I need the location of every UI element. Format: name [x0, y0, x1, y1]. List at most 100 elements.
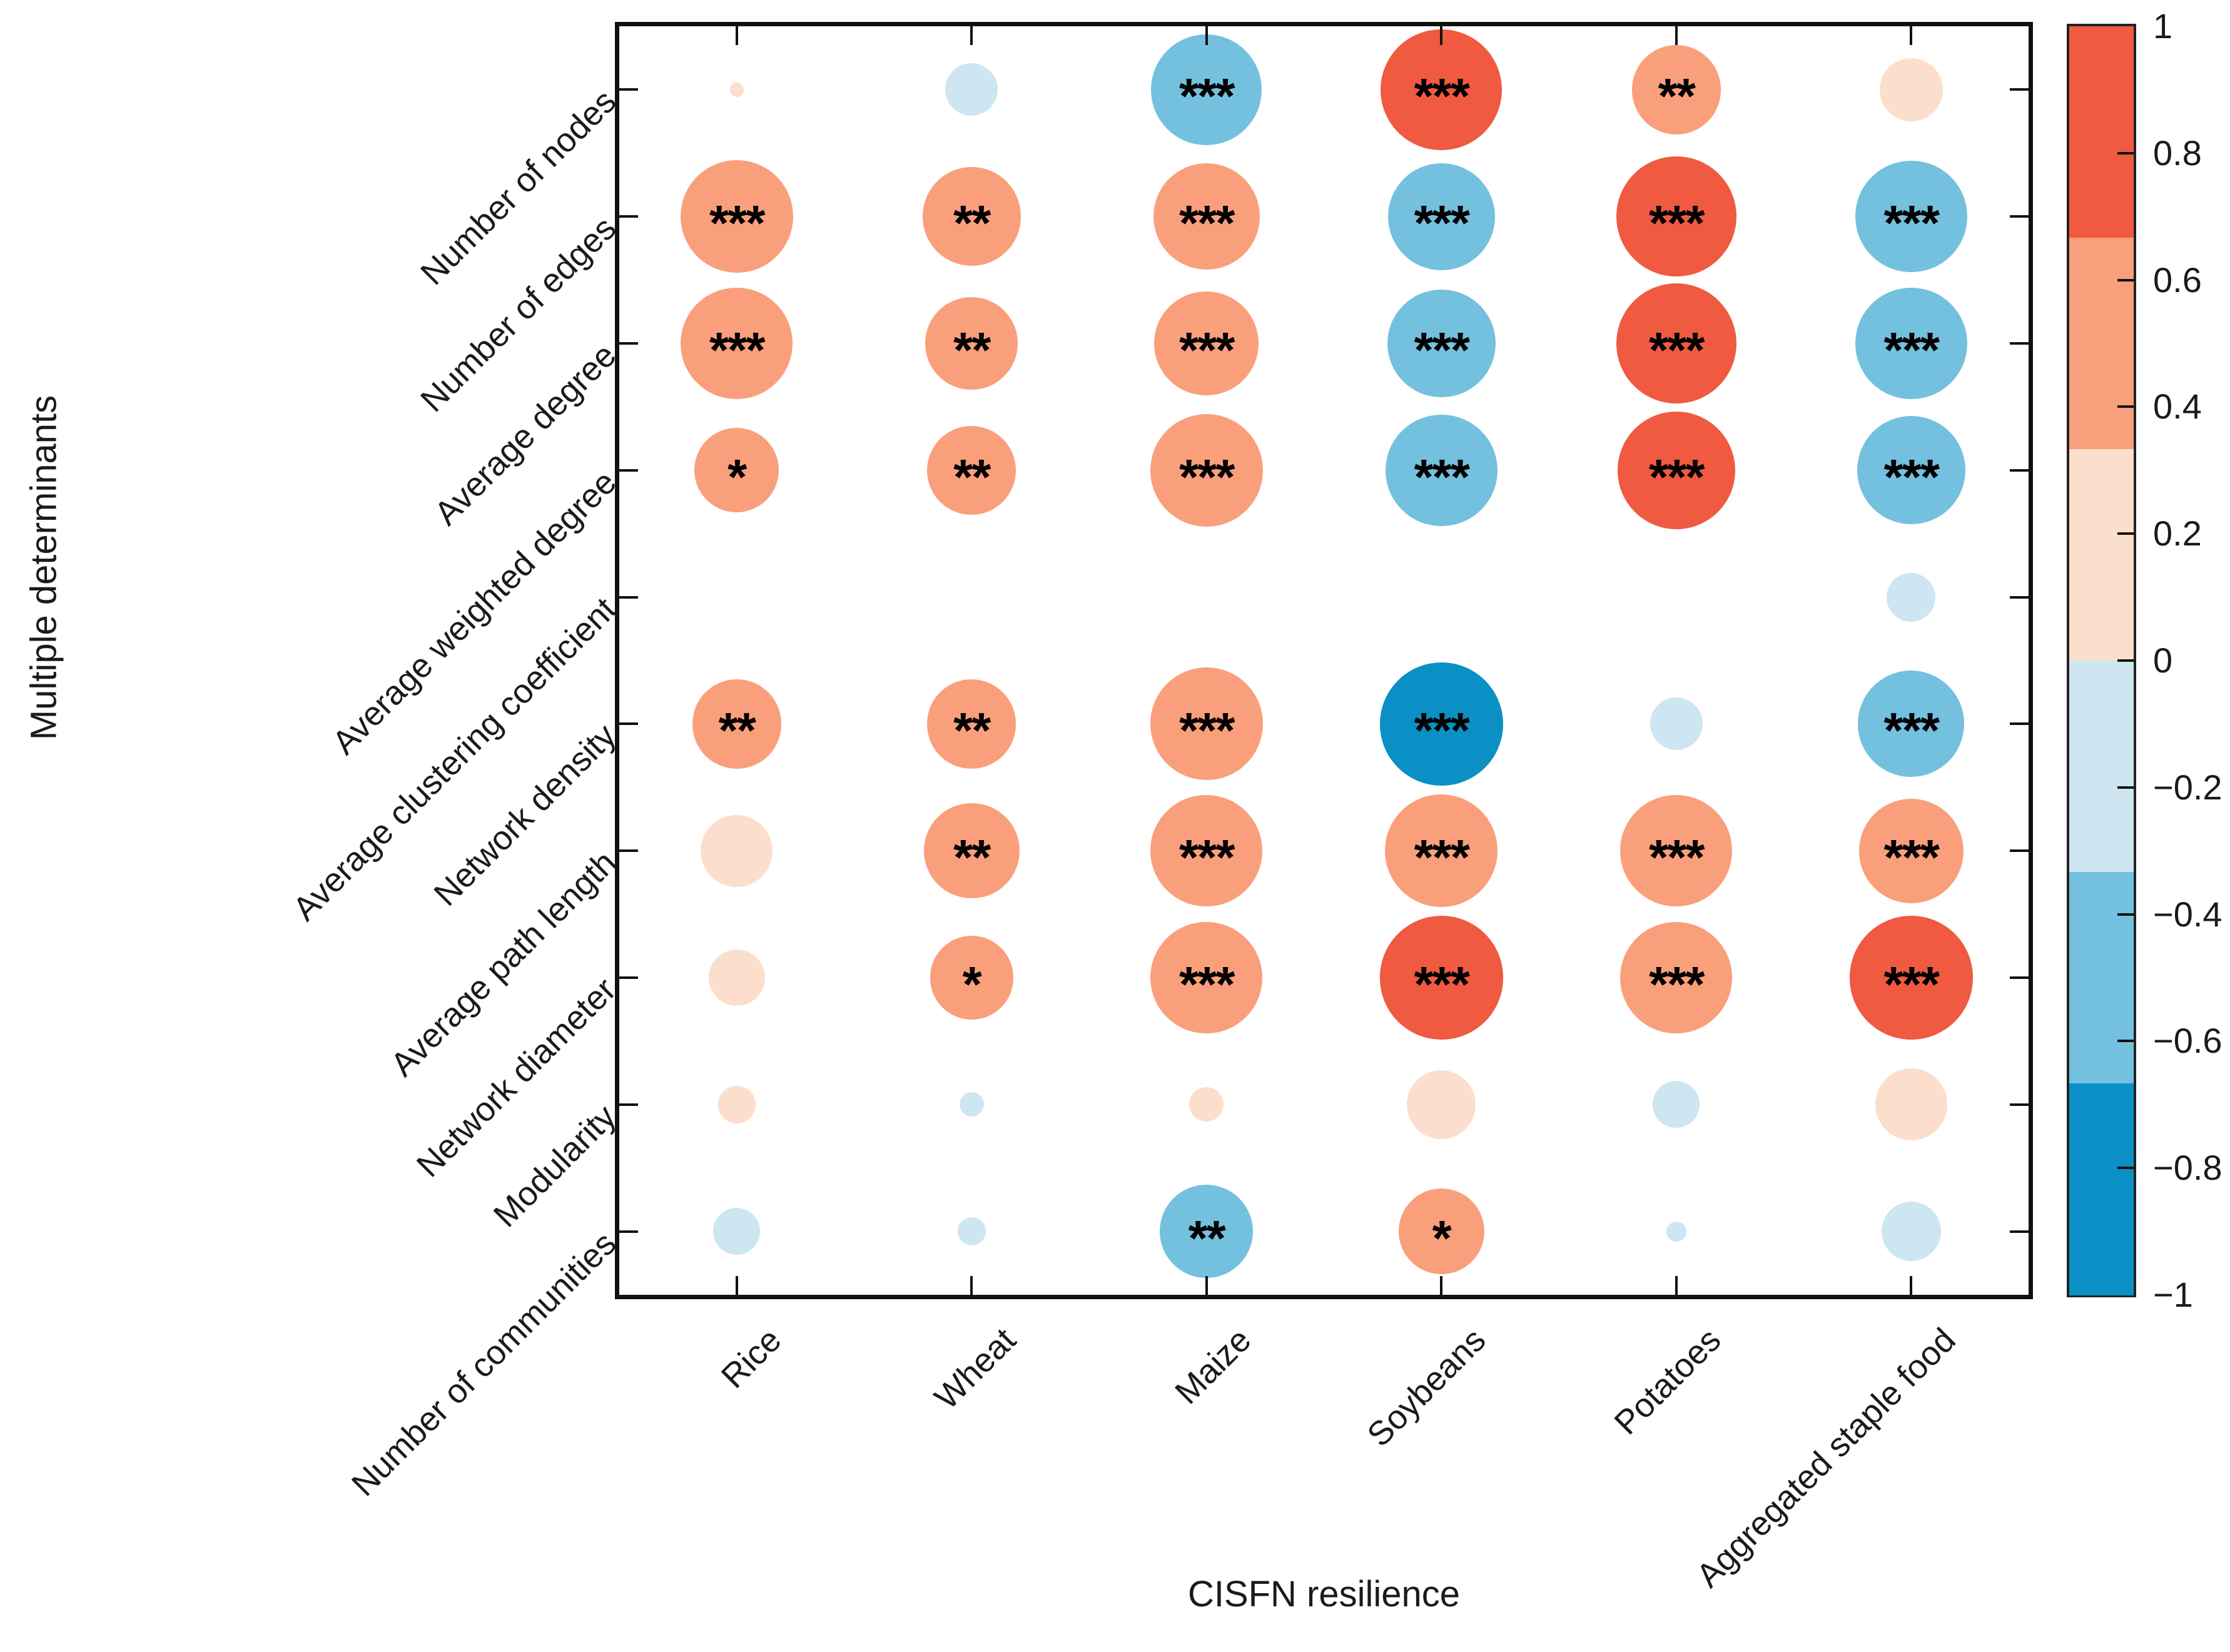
- bubble-3-3: [1154, 291, 1259, 396]
- x-tick-bottom: [1205, 1276, 1208, 1295]
- x-tick-bottom: [1440, 1276, 1443, 1295]
- bubble-3-2: [925, 297, 1018, 390]
- x-axis-title: CISFN resilience: [1187, 1574, 1461, 1614]
- y-tick-left: [619, 722, 638, 726]
- y-tick-left: [619, 595, 638, 599]
- significance-stars-4-4: ***: [1414, 448, 1470, 505]
- significance-stars-2-3: ***: [1179, 195, 1235, 251]
- y-tick-left: [619, 1103, 638, 1106]
- significance-stars-10-4: *: [1432, 1210, 1452, 1266]
- colorbar-tick: [2117, 659, 2134, 662]
- colorbar-band-6: [2069, 1083, 2134, 1295]
- bubble-7-1: [701, 814, 773, 887]
- x-tick-bottom: [735, 1276, 738, 1295]
- bubble-4-6: [1857, 416, 1965, 525]
- significance-stars-1-3: ***: [1179, 68, 1235, 124]
- significance-stars-1-5: **: [1658, 68, 1696, 124]
- significance-stars-6-4: ***: [1414, 702, 1470, 759]
- y-category-10: Number of communities: [344, 1224, 624, 1504]
- y-tick-left: [619, 849, 638, 853]
- y-tick-right: [2010, 976, 2029, 979]
- bubble-6-4: [1379, 662, 1503, 786]
- significance-stars-7-4: ***: [1414, 829, 1470, 886]
- colorbar-tick-label: 0: [2153, 641, 2173, 680]
- significance-stars-2-5: ***: [1649, 195, 1705, 251]
- significance-stars-2-2: **: [953, 195, 991, 251]
- colorbar-tick-label: −1: [2153, 1275, 2193, 1314]
- bubble-9-4: [1407, 1070, 1476, 1139]
- significance-stars-1-4: ***: [1414, 68, 1470, 124]
- significance-stars-10-3: **: [1188, 1210, 1226, 1266]
- y-tick-left: [619, 342, 638, 345]
- bubble-1-1: [729, 83, 744, 97]
- bubble-1-4: [1381, 29, 1503, 151]
- bubble-2-5: [1616, 156, 1736, 277]
- bubble-8-1: [708, 950, 765, 1006]
- colorbar-tick-label: 0.8: [2153, 133, 2202, 173]
- significance-stars-6-3: ***: [1179, 702, 1235, 759]
- significance-stars-3-4: ***: [1414, 322, 1470, 378]
- y-category-7: Average path length: [383, 843, 624, 1084]
- bubble-4-4: [1385, 414, 1498, 527]
- colorbar-tick: [2117, 151, 2134, 155]
- y-tick-right: [2010, 88, 2029, 91]
- x-category-1: Rice: [714, 1321, 789, 1396]
- bubble-8-4: [1379, 916, 1503, 1040]
- bubble-6-1: [692, 679, 781, 769]
- significance-stars-2-6: ***: [1883, 195, 1940, 251]
- bubble-10-3: [1160, 1184, 1254, 1279]
- bubble-8-5: [1620, 921, 1733, 1034]
- y-tick-left: [619, 469, 638, 472]
- significance-stars-4-2: **: [953, 448, 991, 505]
- bubble-7-5: [1620, 794, 1733, 907]
- x-tick-top: [970, 26, 973, 45]
- significance-stars-7-2: **: [953, 829, 991, 886]
- colorbar-tick-label: −0.6: [2153, 1021, 2222, 1061]
- x-tick-top: [1910, 26, 1913, 45]
- significance-stars-4-1: *: [727, 448, 747, 505]
- significance-stars-8-4: ***: [1414, 956, 1470, 1013]
- colorbar-tick: [2117, 1040, 2134, 1043]
- bubble-8-2: [930, 936, 1013, 1020]
- y-tick-right: [2010, 1230, 2029, 1233]
- significance-stars-3-2: **: [953, 322, 991, 378]
- bubble-3-4: [1387, 289, 1496, 398]
- significance-stars-3-6: ***: [1883, 322, 1940, 378]
- significance-stars-8-2: *: [962, 956, 982, 1013]
- colorbar-tick-label: 1: [2153, 6, 2173, 46]
- x-category-4: Soybeans: [1360, 1321, 1493, 1454]
- significance-stars-7-3: ***: [1179, 829, 1235, 886]
- significance-stars-2-1: ***: [709, 195, 765, 251]
- colorbar-tick-label: 0.4: [2153, 387, 2202, 427]
- bubble-3-1: [681, 287, 793, 400]
- colorbar: [2067, 24, 2136, 1297]
- x-tick-top: [1440, 26, 1443, 45]
- bubble-2-2: [922, 167, 1021, 266]
- significance-stars-6-1: **: [718, 702, 756, 759]
- bubble-10-1: [713, 1208, 761, 1255]
- colorbar-band-3: [2069, 449, 2134, 661]
- bubble-3-5: [1616, 283, 1736, 404]
- x-tick-top: [1675, 26, 1678, 45]
- bubble-1-6: [1879, 58, 1943, 121]
- significance-stars-4-5: ***: [1649, 448, 1705, 505]
- significance-stars-8-6: ***: [1883, 956, 1940, 1013]
- bubble-9-3: [1189, 1087, 1224, 1122]
- significance-stars-6-2: **: [953, 702, 991, 759]
- y-tick-right: [2010, 849, 2029, 853]
- colorbar-tick-label: 0.2: [2153, 514, 2202, 554]
- bubble-10-4: [1398, 1188, 1484, 1275]
- y-tick-right: [2010, 215, 2029, 218]
- colorbar-tick-label: −0.8: [2153, 1148, 2222, 1188]
- bubble-3-6: [1855, 287, 1967, 400]
- y-tick-left: [619, 88, 638, 91]
- bubble-8-6: [1849, 916, 1973, 1040]
- significance-stars-4-6: ***: [1883, 448, 1940, 505]
- y-tick-right: [2010, 722, 2029, 726]
- significance-stars-6-6: ***: [1883, 702, 1940, 759]
- y-tick-left: [619, 1230, 638, 1233]
- bubble-6-5: [1650, 697, 1703, 751]
- colorbar-band-2: [2069, 237, 2134, 450]
- significance-stars-2-4: ***: [1414, 195, 1470, 251]
- y-category-9: Modularity: [486, 1097, 624, 1235]
